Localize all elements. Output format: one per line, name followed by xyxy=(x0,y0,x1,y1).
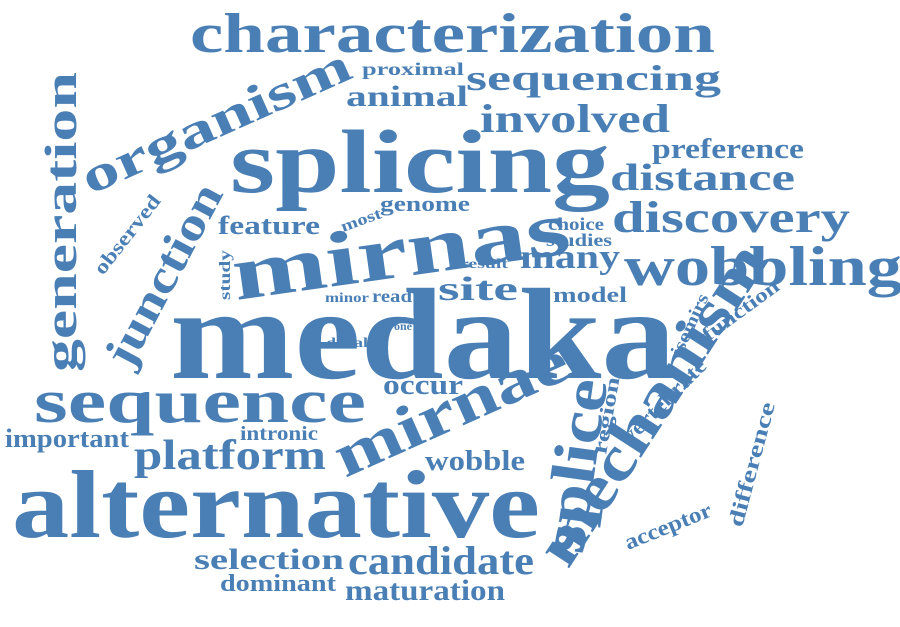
word-medaka: medaka xyxy=(170,263,676,407)
word-involved: involved xyxy=(480,96,670,141)
word-sequencing: sequencing xyxy=(466,58,721,98)
word-studies: studies xyxy=(546,230,612,250)
word-maturation: maturation xyxy=(345,574,505,607)
word-selection: selection xyxy=(194,543,344,576)
word-wobbling: wobbling xyxy=(624,236,900,298)
word-intronic: intronic xyxy=(240,423,318,445)
word-occur: occur xyxy=(383,370,463,401)
word-study: study xyxy=(217,250,234,300)
word-characterization: characterization xyxy=(190,3,715,65)
word-generation: generation xyxy=(35,72,86,372)
word-platform: platform xyxy=(134,433,326,479)
word-many: many xyxy=(520,239,620,276)
word-minor: minor xyxy=(325,291,369,306)
word-one: one xyxy=(394,319,413,333)
word-wobble: wobble xyxy=(425,446,525,477)
word-candidate: candidate xyxy=(348,538,534,583)
word-animal: animal xyxy=(346,80,468,113)
word-preference: preference xyxy=(652,134,804,165)
word-dominant: dominant xyxy=(220,571,336,597)
word-distal: distal xyxy=(326,336,368,351)
word-result: result xyxy=(460,257,508,272)
word-choice: choice xyxy=(548,214,604,234)
word-distance: distance xyxy=(610,157,795,199)
word-proximal: proximal xyxy=(362,59,464,79)
word-sequence: sequence xyxy=(34,368,366,436)
word-splicing: splicing xyxy=(230,113,610,212)
word-alternative: alternative xyxy=(12,451,540,558)
word-discovery: discovery xyxy=(612,193,850,242)
word-genome: genome xyxy=(380,191,470,216)
word-site: site xyxy=(438,271,518,308)
word-model: model xyxy=(553,282,627,307)
word-acceptor: acceptor xyxy=(621,497,716,555)
word-important: important xyxy=(5,424,129,453)
word-read: read xyxy=(372,286,412,306)
word-difference: difference xyxy=(723,399,780,529)
word-feature: feature xyxy=(218,211,320,240)
